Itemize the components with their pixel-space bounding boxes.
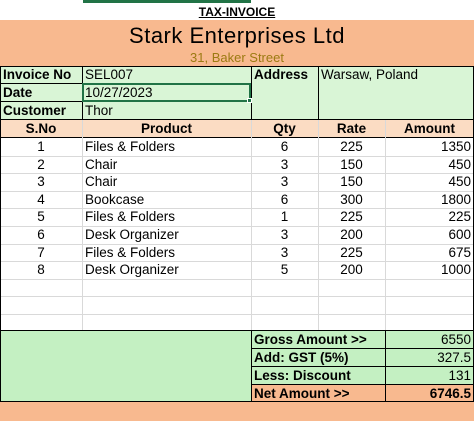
- table-cell[interactable]: 300: [340, 192, 363, 207]
- company-header: [0, 20, 474, 66]
- header-product: Product: [140, 121, 192, 136]
- table-cell[interactable]: Desk Organizer: [85, 262, 179, 277]
- customer-cell[interactable]: Thor: [85, 103, 113, 118]
- table-cell[interactable]: 3: [37, 174, 45, 189]
- table-header-row: [0, 120, 474, 137]
- table-cell[interactable]: [0, 296, 82, 313]
- table-cell[interactable]: 675: [448, 245, 471, 260]
- table-cell[interactable]: 150: [340, 174, 363, 189]
- table-cell[interactable]: 200: [340, 262, 363, 277]
- table-cell[interactable]: 3: [280, 227, 289, 242]
- table-cell[interactable]: [0, 279, 82, 296]
- table-cell[interactable]: 8: [37, 262, 45, 277]
- table-cell[interactable]: 225: [448, 209, 471, 224]
- gst-value[interactable]: 327.5: [437, 350, 471, 365]
- totals-gross-row: [251, 330, 474, 348]
- table-cell[interactable]: 1000: [440, 262, 471, 277]
- discount-value[interactable]: 131: [448, 368, 471, 383]
- invoice-no-cell[interactable]: SEL007: [85, 67, 134, 82]
- gst-label: Add: GST (5%): [254, 350, 349, 365]
- table-cell[interactable]: 6: [280, 192, 289, 207]
- customer-label: Customer: [3, 103, 67, 118]
- table-cell[interactable]: 6: [280, 139, 289, 154]
- tax-invoice-heading: TAX-INVOICE: [198, 5, 276, 19]
- table-cell[interactable]: 225: [340, 245, 363, 260]
- table-cell[interactable]: 225: [340, 139, 363, 154]
- table-cell[interactable]: 3: [280, 245, 289, 260]
- selected-cell-outline: [82, 83, 251, 102]
- table-cell[interactable]: Chair: [85, 174, 118, 189]
- info-block-left: [0, 66, 251, 119]
- table-cell[interactable]: 6: [37, 227, 45, 242]
- table-cell[interactable]: Files & Folders: [85, 139, 176, 154]
- table-cell[interactable]: 7: [37, 245, 45, 260]
- discount-label: Less: Discount: [254, 368, 351, 383]
- table-cell[interactable]: Desk Organizer: [85, 227, 179, 242]
- title-band: [0, 0, 474, 20]
- table-cell[interactable]: [82, 279, 251, 296]
- table-cell[interactable]: 1: [280, 209, 289, 224]
- footer-band: [0, 402, 474, 421]
- table-cell[interactable]: 5: [280, 262, 289, 277]
- gross-amount-label: Gross Amount >>: [254, 332, 367, 347]
- header-rate: Rate: [336, 121, 367, 136]
- address-cell[interactable]: Warsaw, Poland: [321, 67, 419, 82]
- table-cell[interactable]: [385, 296, 474, 313]
- table-cell[interactable]: 2: [37, 157, 45, 172]
- table-cell[interactable]: Files & Folders: [85, 209, 176, 224]
- company-name: Stark Enterprises Ltd: [129, 23, 345, 48]
- header-qty: Qty: [273, 121, 296, 136]
- totals-discount-row: [251, 366, 474, 384]
- selection-border-top: [83, 0, 251, 3]
- table-cell[interactable]: Bookcase: [85, 192, 145, 207]
- table-cell[interactable]: [251, 296, 318, 313]
- table-cell[interactable]: 225: [340, 209, 363, 224]
- selection-fill-handle[interactable]: [247, 98, 252, 103]
- net-amount-value[interactable]: 6746.5: [429, 386, 471, 401]
- table-cell[interactable]: 200: [340, 227, 363, 242]
- table-cell[interactable]: 150: [340, 157, 363, 172]
- totals-net-row: [251, 384, 474, 402]
- table-cell[interactable]: 450: [448, 157, 471, 172]
- table-cell[interactable]: 600: [448, 227, 471, 242]
- table-cell[interactable]: [385, 314, 474, 331]
- totals-left-panel: [0, 330, 251, 402]
- invoice-no-label: Invoice No: [3, 67, 72, 82]
- table-cell[interactable]: 1800: [440, 192, 471, 207]
- table-cell[interactable]: 450: [448, 174, 471, 189]
- table-cell[interactable]: [82, 314, 251, 331]
- info-block-address: [251, 66, 474, 119]
- table-cell[interactable]: 4: [37, 192, 45, 207]
- table-cell[interactable]: Chair: [85, 157, 118, 172]
- net-amount-label: Net Amount >>: [254, 386, 350, 401]
- table-cell[interactable]: 3: [280, 157, 289, 172]
- table-cell[interactable]: 5: [37, 209, 45, 224]
- totals-gst-row: [251, 348, 474, 366]
- table-cell[interactable]: [318, 296, 385, 313]
- table-cell[interactable]: [82, 296, 251, 313]
- header-sno: S.No: [25, 121, 57, 136]
- table-cell[interactable]: [251, 279, 318, 296]
- table-cell[interactable]: [385, 279, 474, 296]
- table-cell[interactable]: [318, 279, 385, 296]
- table-cell[interactable]: 1350: [440, 139, 471, 154]
- address-label: Address: [254, 67, 309, 82]
- table-cell[interactable]: 1: [37, 139, 45, 154]
- date-label: Date: [3, 85, 33, 100]
- header-amount: Amount: [404, 121, 455, 136]
- table-cell[interactable]: [251, 314, 318, 331]
- gross-amount-value[interactable]: 6550: [440, 332, 471, 347]
- table-cell[interactable]: 3: [280, 174, 289, 189]
- table-cell[interactable]: Files & Folders: [85, 245, 176, 260]
- table-cell[interactable]: [0, 314, 82, 331]
- company-address: 31, Baker Street: [190, 50, 284, 65]
- table-cell[interactable]: [318, 314, 385, 331]
- date-cell[interactable]: 10/27/2023: [85, 85, 153, 100]
